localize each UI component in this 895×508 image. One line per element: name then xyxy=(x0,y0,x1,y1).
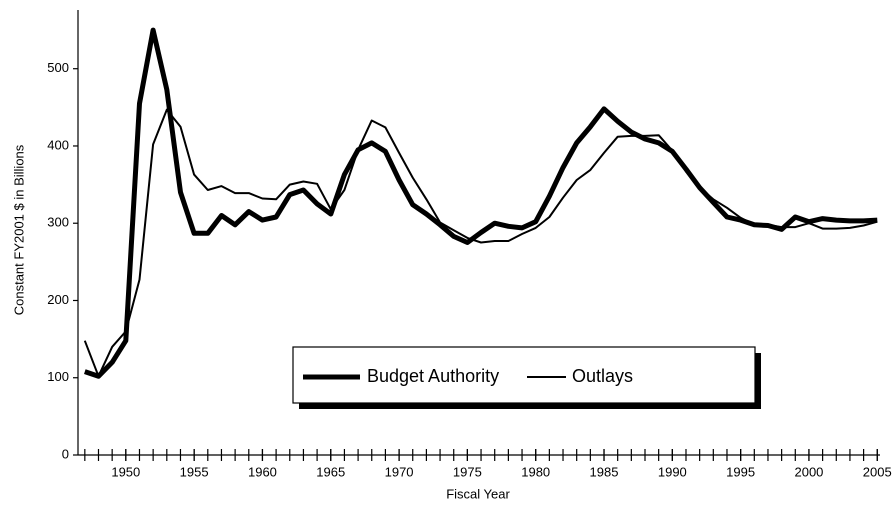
x-tick-label: 1975 xyxy=(453,464,482,479)
legend-label: Outlays xyxy=(572,366,633,386)
y-tick-label: 100 xyxy=(47,369,69,384)
x-tick-label: 1950 xyxy=(111,464,140,479)
y-tick-label: 400 xyxy=(47,137,69,152)
x-tick-label: 2000 xyxy=(794,464,823,479)
legend-label: Budget Authority xyxy=(367,366,499,386)
x-tick-label: 1985 xyxy=(590,464,619,479)
y-tick-label: 500 xyxy=(47,60,69,75)
x-tick-label: 1970 xyxy=(385,464,414,479)
y-tick-label: 0 xyxy=(62,446,69,461)
x-tick-label: 1990 xyxy=(658,464,687,479)
series-line xyxy=(84,27,878,379)
legend-box xyxy=(292,346,756,404)
x-tick-label: 2005 xyxy=(863,464,892,479)
x-tick-label: 1995 xyxy=(726,464,755,479)
x-tick-label: 1965 xyxy=(316,464,345,479)
x-tick-label: 1955 xyxy=(180,464,209,479)
y-tick-label: 300 xyxy=(47,215,69,230)
series-line xyxy=(83,108,878,378)
y-tick-label: 200 xyxy=(47,292,69,307)
y-axis-label: Constant FY2001 $ in Billions xyxy=(11,144,26,315)
x-tick-label: 1960 xyxy=(248,464,277,479)
x-tick-label: 1980 xyxy=(521,464,550,479)
x-axis-label: Fiscal Year xyxy=(446,486,510,501)
